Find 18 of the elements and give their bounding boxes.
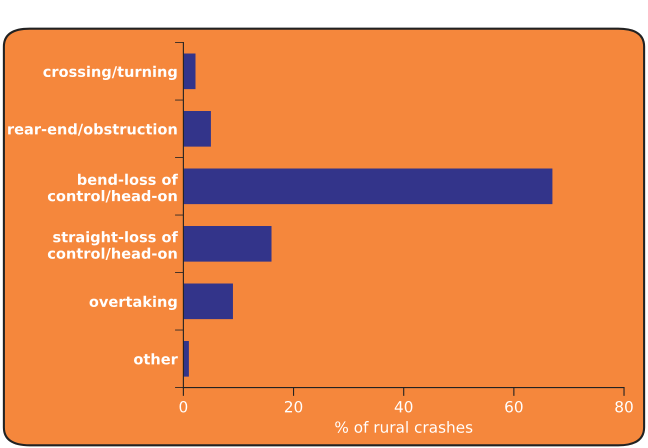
x-tick-label: 0	[180, 400, 188, 413]
x-tick-label: 60	[505, 400, 523, 413]
bar	[183, 53, 196, 90]
x-tick-label: 80	[615, 400, 633, 413]
y-tick-label: other	[134, 353, 178, 365]
y-tick-label: straight-loss of control/head-on	[48, 231, 178, 260]
x-axis-title: % of rural crashes	[335, 421, 472, 433]
bar	[183, 110, 211, 147]
bar	[183, 226, 272, 262]
x-tick-label: 20	[284, 400, 302, 413]
bar	[183, 168, 552, 204]
y-tick-label: rear-end/obstruction	[8, 123, 177, 136]
y-tick-label: bend-loss of control/head-on	[48, 174, 178, 202]
bar	[183, 283, 233, 320]
y-tick-label: crossing/turning	[43, 66, 177, 80]
bar	[183, 340, 189, 377]
y-tick-label: overtaking	[90, 296, 177, 310]
x-tick-label: 40	[394, 400, 412, 413]
